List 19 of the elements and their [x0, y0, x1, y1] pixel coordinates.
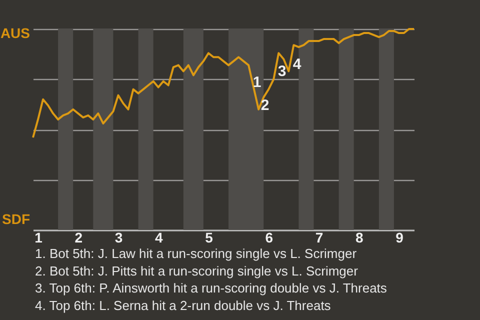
x-tick-label: 8: [355, 230, 364, 246]
annotation: 4: [292, 56, 302, 73]
text: 4. Top 6th: L. Serna hit a 2-run double vs J. Threats: [35, 298, 332, 313]
x-tick-label: 7: [315, 230, 324, 246]
text: 1. Bot 5th: J. Law hit a run-scoring single vs L. Scrimger: [35, 246, 358, 261]
annotation: 3: [278, 63, 286, 80]
x-tick-label: 5: [205, 230, 214, 246]
x-tick-label: 6: [265, 230, 274, 246]
x-tick-label: 4: [154, 230, 163, 246]
x-tick-label: 2: [74, 230, 83, 246]
x-tick-label: 3: [114, 230, 123, 246]
annotation: 1: [252, 74, 262, 91]
x-tick-label: 1: [34, 230, 43, 246]
text: AUS: [0, 25, 30, 41]
text: 2. Bot 5th: J. Pitts hit a run-scoring single vs L. Scrimger: [35, 263, 359, 278]
annotation: 2: [260, 97, 270, 114]
text: SDF: [2, 211, 30, 227]
text: 3. Top 6th: P. Ainsworth hit a run-scoring double vs J. Threats: [35, 280, 388, 296]
x-tick-label: 9: [396, 230, 404, 246]
